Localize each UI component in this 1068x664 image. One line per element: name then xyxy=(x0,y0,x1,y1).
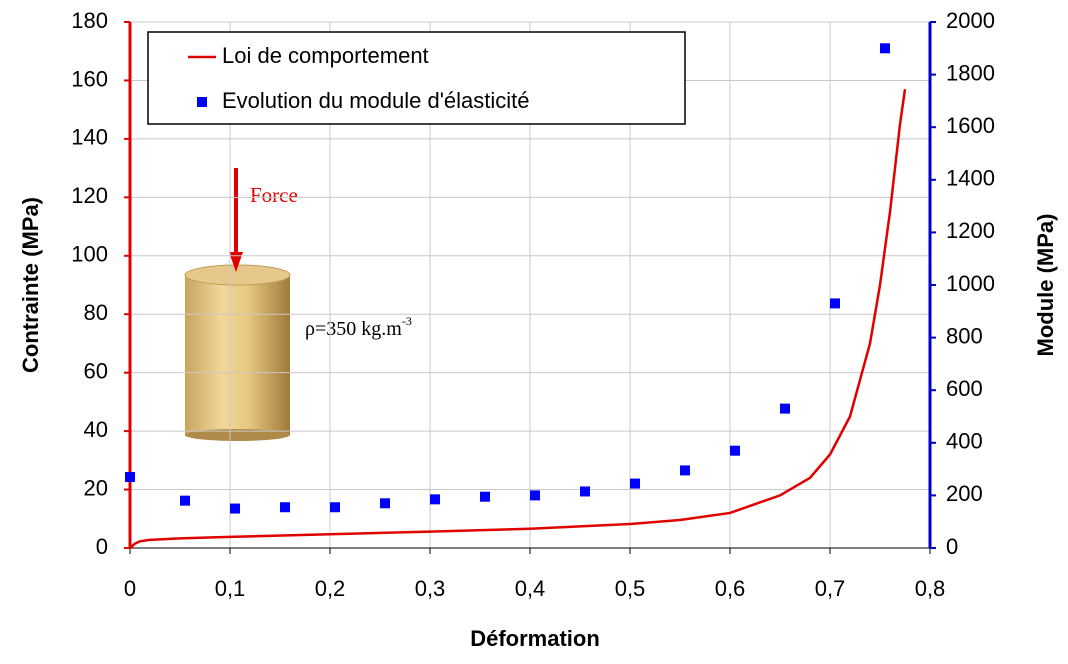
data-point xyxy=(630,478,640,489)
y-tick-label: 40 xyxy=(84,417,108,442)
y2-tick-label: 1600 xyxy=(946,113,995,138)
y-tick-label: 60 xyxy=(84,358,108,383)
annotation-superscript: -3 xyxy=(402,314,412,328)
annotation: Force xyxy=(250,183,298,207)
data-point xyxy=(380,498,390,509)
data-point xyxy=(680,465,690,476)
x-tick-label: 0,5 xyxy=(615,576,646,601)
x-tick-label: 0,8 xyxy=(915,576,946,601)
y2-tick-label: 1000 xyxy=(946,271,995,296)
y-tick-label: 180 xyxy=(71,8,108,33)
y2-tick-label: 1400 xyxy=(946,166,995,191)
x-axis-title: Déformation xyxy=(470,626,600,651)
data-point xyxy=(530,490,540,501)
x-tick-label: 0,4 xyxy=(515,576,546,601)
data-point xyxy=(730,445,740,456)
y-tick-label: 20 xyxy=(84,475,108,500)
x-tick-label: 0,1 xyxy=(215,576,246,601)
data-point xyxy=(430,494,440,505)
x-tick-label: 0,7 xyxy=(815,576,846,601)
legend-label: Evolution du module d'élasticité xyxy=(222,88,530,113)
annotation: ρ=350 kg.m-3 xyxy=(305,314,412,340)
y2-tick-label: 1200 xyxy=(946,218,995,243)
y2-tick-label: 800 xyxy=(946,323,983,348)
legend-label: Loi de comportement xyxy=(222,43,429,68)
y2-tick-label: 2000 xyxy=(946,8,995,33)
data-point xyxy=(880,43,890,54)
y-tick-label: 160 xyxy=(71,66,108,91)
cylinder-illustration xyxy=(184,168,291,441)
data-point xyxy=(580,486,590,497)
x-tick-label: 0,6 xyxy=(715,576,746,601)
y2-tick-label: 600 xyxy=(946,376,983,401)
y-tick-label: 100 xyxy=(71,242,108,267)
y2-tick-label: 400 xyxy=(946,429,983,454)
legend-swatch xyxy=(197,97,207,107)
annotation-text: ρ=350 kg.m xyxy=(305,318,402,340)
data-point xyxy=(230,503,240,514)
data-point xyxy=(480,491,490,502)
legend-box xyxy=(147,31,686,125)
data-point xyxy=(330,502,340,513)
x-tick-label: 0,3 xyxy=(415,576,446,601)
y2-axis-title: Module (MPa) xyxy=(1033,214,1058,357)
x-tick-label: 0,2 xyxy=(315,576,346,601)
y2-tick-label: 200 xyxy=(946,481,983,506)
y-tick-label: 140 xyxy=(71,125,108,150)
legend: Loi de comportement Evolution du module d… xyxy=(147,31,686,125)
y2-tick-label: 1800 xyxy=(946,60,995,85)
y-axis-title: Contrainte (MPa) xyxy=(18,197,43,373)
data-point xyxy=(780,403,790,414)
x-tick-label: 0 xyxy=(124,576,136,601)
data-point xyxy=(830,298,840,309)
y2-tick-label: 0 xyxy=(946,534,958,559)
data-line xyxy=(129,89,907,549)
data-point xyxy=(125,471,135,482)
y-tick-label: 80 xyxy=(84,300,108,325)
y-tick-label: 0 xyxy=(96,534,108,559)
data-point xyxy=(280,502,290,513)
data-point xyxy=(180,495,190,506)
y-tick-label: 120 xyxy=(71,183,108,208)
